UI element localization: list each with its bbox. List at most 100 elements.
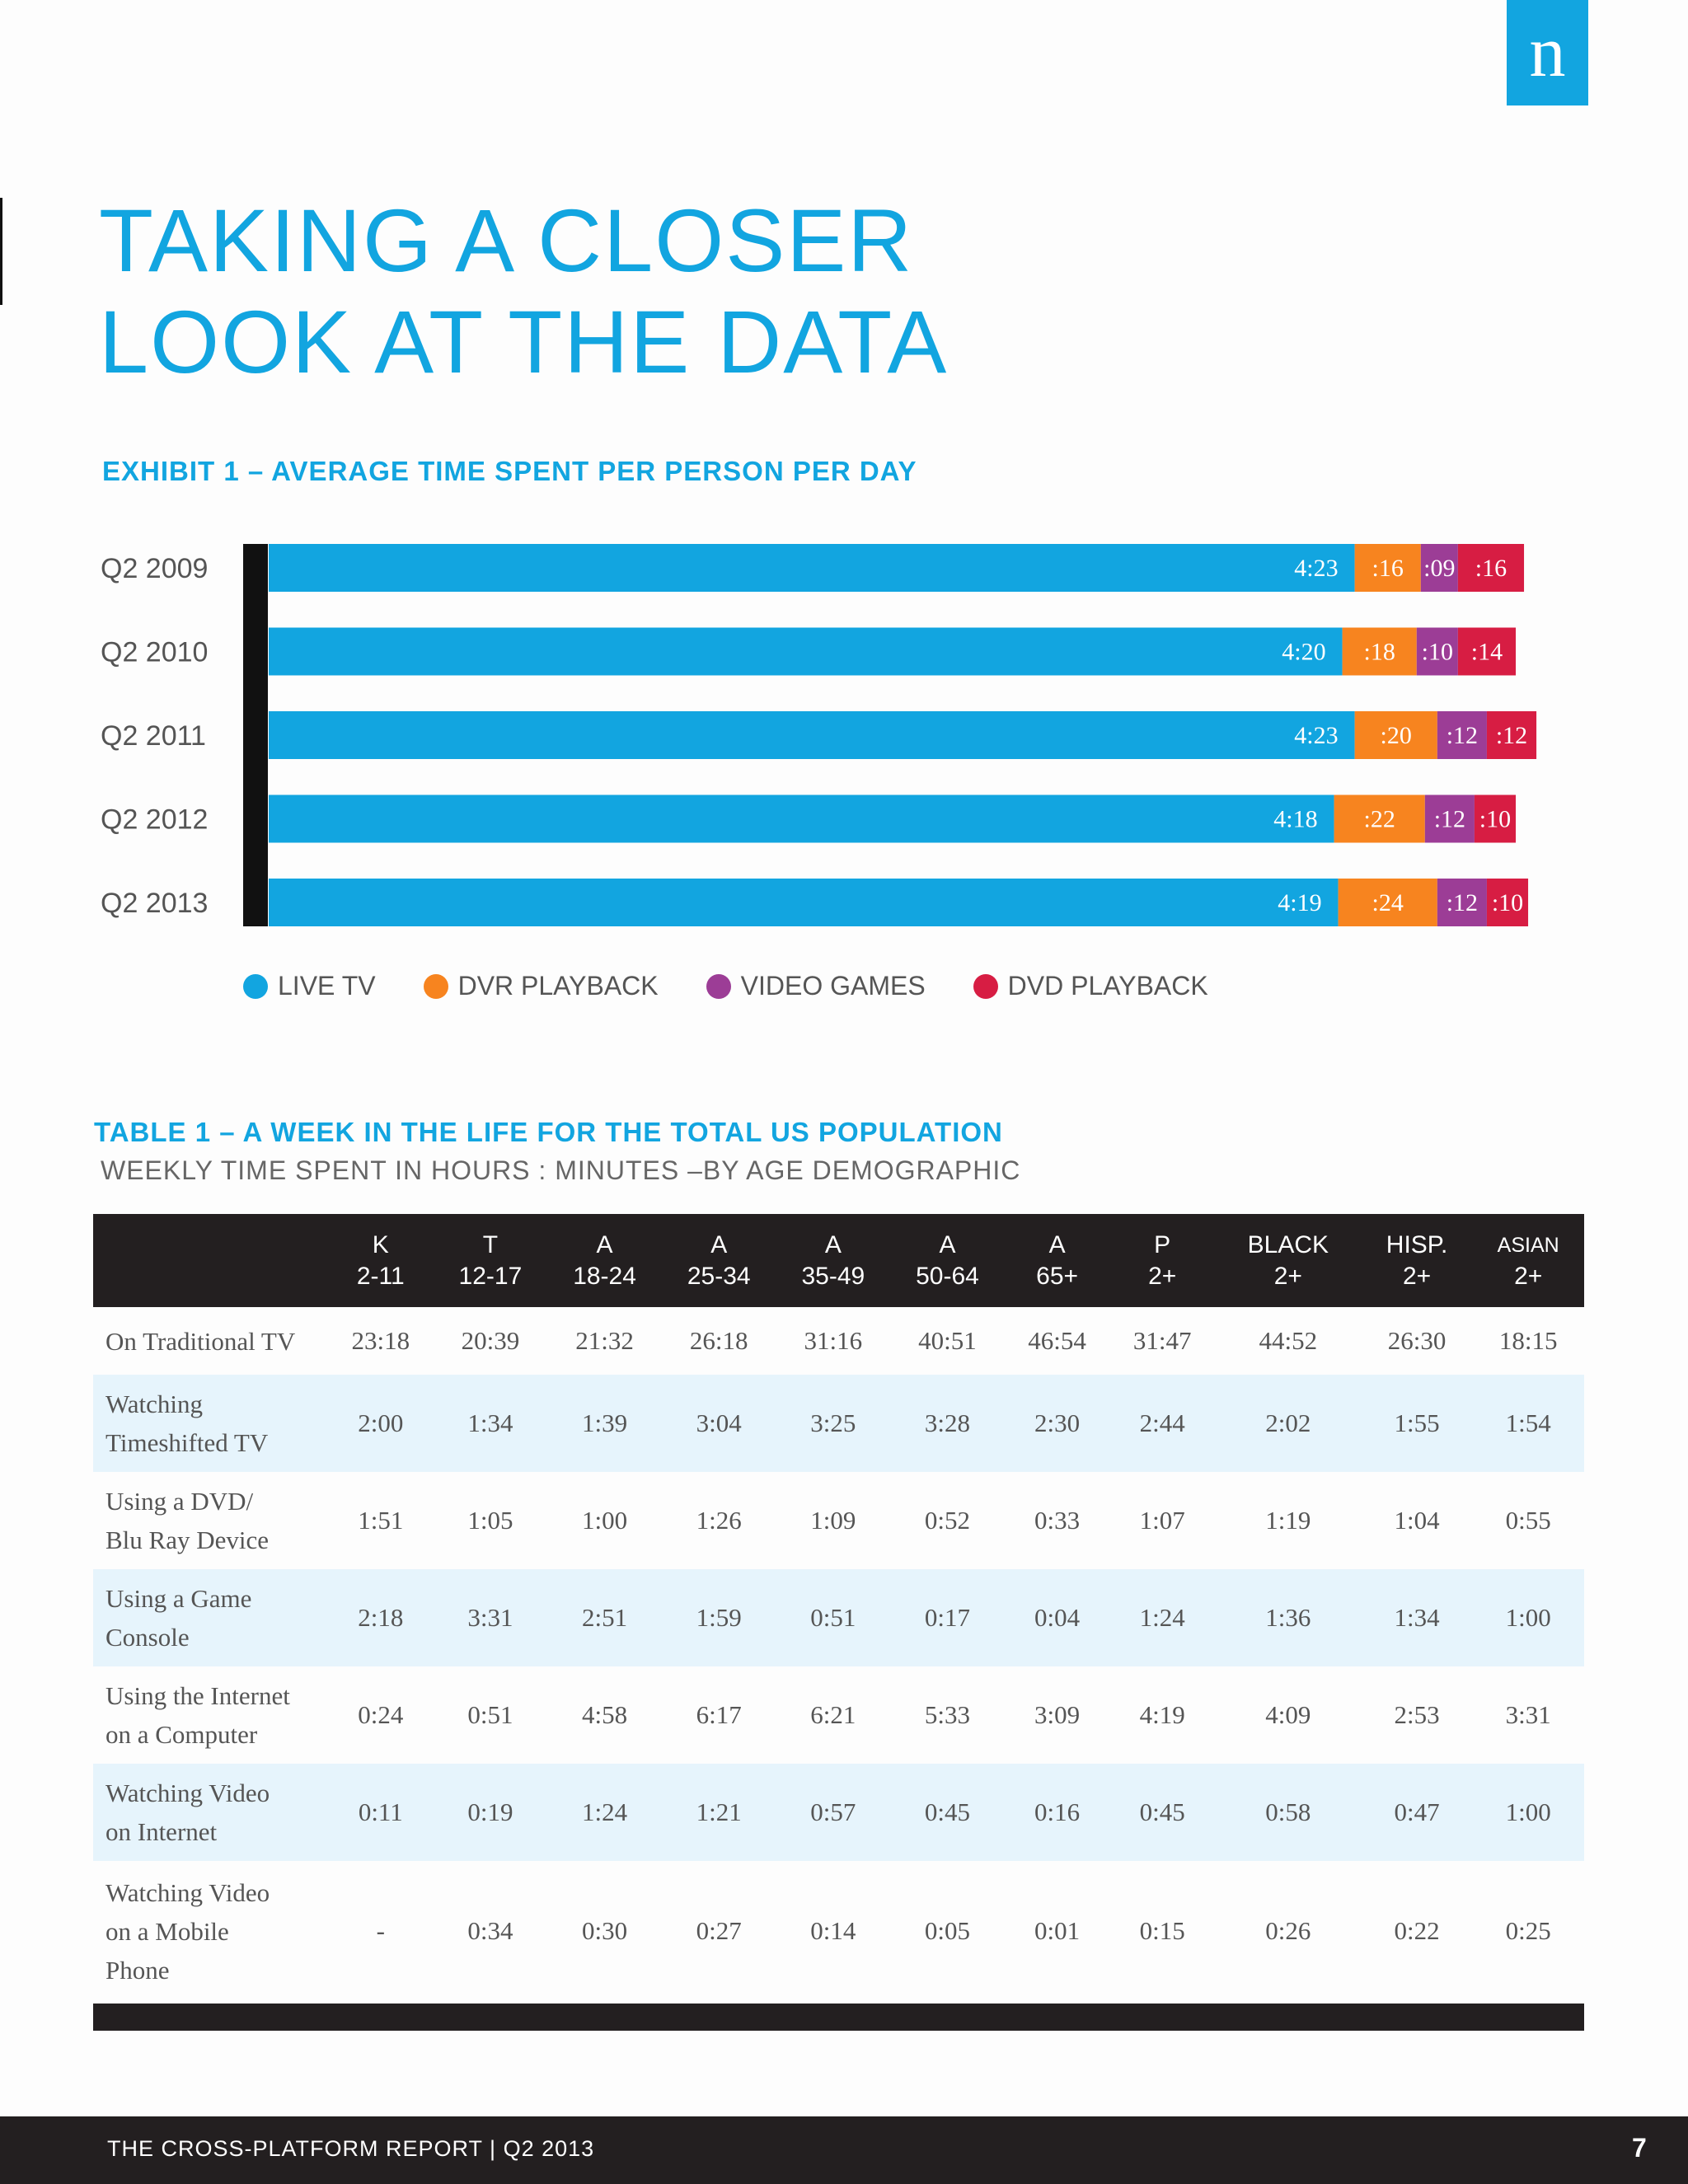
table-cell: 1:34 [1361, 1569, 1473, 1666]
table-cell: 3:28 [890, 1375, 1005, 1472]
bar-value-label: :18 [1364, 639, 1395, 666]
column-header-age: 50-64 [916, 1262, 979, 1290]
column-header: ASIAN 2+ [1472, 1214, 1584, 1307]
column-header: A 25-34 [661, 1214, 776, 1307]
table-cell: 0:11 [328, 1764, 434, 1861]
table-cell: 1:51 [358, 1506, 404, 1535]
column-header: A 65+ [1004, 1214, 1110, 1307]
column-header-group: A [824, 1230, 842, 1258]
column-header-age: 2-11 [356, 1262, 405, 1290]
legend-label: DVD PLAYBACK [1007, 971, 1208, 1001]
table-cell: 0:14 [810, 1916, 856, 1945]
row-label-line: Timeshifted TV [106, 1428, 269, 1457]
bar-segment [1474, 794, 1517, 843]
table-row: Watching Video on Internet 0:11 0:19 1:24 1:2… [93, 1764, 1584, 1861]
table-cell: 1:19 [1265, 1506, 1311, 1535]
bar-value-label: 4:18 [1273, 806, 1317, 833]
table-subtitle: WEEKLY TIME SPENT IN HOURS : MINUTES –BY… [101, 1155, 1021, 1185]
table-cell: 4:09 [1265, 1700, 1311, 1729]
legend-item: VIDEO GAMES [706, 971, 926, 1001]
row-label: Watching Video on Internet [93, 1764, 328, 1861]
table-cell: 1:21 [661, 1764, 776, 1861]
row-label-header [93, 1214, 328, 1307]
column-header-group: A [939, 1230, 956, 1258]
table-cell: 0:52 [924, 1506, 971, 1535]
table-cell: 2:44 [1109, 1375, 1215, 1472]
table-cell: 1:24 [1109, 1569, 1215, 1666]
row-label: On Traditional TV [93, 1307, 328, 1375]
bar-segment [1338, 879, 1437, 926]
category-label: Q2 2012 [101, 804, 208, 836]
legend-label: VIDEO GAMES [740, 971, 926, 1001]
table-cell: 26:30 [1387, 1326, 1447, 1355]
table-cell: 40:51 [918, 1326, 977, 1355]
margin-rule [0, 198, 2, 305]
bar-value-label: :20 [1381, 722, 1412, 749]
table-cell: 0:15 [1139, 1916, 1185, 1945]
table-header-row: K 2-11 T 12-17 A 18-24 A 25-34 A 35-49 A 50-64 A 65+ P… [93, 1214, 1584, 1307]
bar-value-label: :09 [1423, 555, 1455, 582]
row-label-line: Watching Video [106, 1877, 270, 1907]
table-title: TABLE 1 – A WEEK IN THE LIFE FOR THE TOT… [94, 1117, 1003, 1147]
table-cell: 0:58 [1214, 1764, 1362, 1861]
category-label: Q2 2010 [101, 637, 208, 668]
row-label-line: on Internet [106, 1817, 218, 1846]
table-cell: 1:39 [547, 1375, 662, 1472]
table-cell: 1:26 [696, 1506, 742, 1535]
bar-segment [1486, 711, 1537, 759]
table-cell: 6:21 [810, 1700, 856, 1729]
bar-segment [1486, 879, 1529, 926]
table-cell: 0:17 [890, 1569, 1005, 1666]
column-header-group: T [482, 1230, 499, 1258]
column-header-age: 12-17 [458, 1262, 523, 1290]
table-cell: 4:19 [1139, 1700, 1185, 1729]
chart-legend: LIVE TV DVR PLAYBACK VIDEO GAMES DVD PLAYBA… [243, 971, 1256, 1001]
table-cell: 0:33 [1034, 1506, 1081, 1535]
category-label: Q2 2011 [101, 720, 206, 752]
bar-segment [1457, 627, 1517, 676]
legend-item: DVD PLAYBACK [973, 971, 1208, 1001]
table-cell: 0:04 [1004, 1569, 1110, 1666]
column-header-group: K [372, 1230, 389, 1258]
table-cell: 0:30 [581, 1916, 628, 1945]
legend-swatch [973, 973, 998, 999]
column-header: BLACK 2+ [1214, 1214, 1362, 1307]
table-bottom-rule [93, 2004, 1584, 2031]
table-cell: 1:05 [467, 1506, 513, 1535]
page-footer: THE CROSS-PLATFORM REPORT | Q2 2013 7 [0, 2116, 1688, 2184]
table-cell: 31:47 [1132, 1326, 1192, 1355]
page-title: TAKING A CLOSER LOOK AT THE DATA [99, 190, 948, 392]
column-header-age: 2+ [1148, 1262, 1177, 1290]
bar-value-label: :14 [1471, 639, 1503, 666]
column-header-group: P [1154, 1230, 1171, 1258]
row-label-line: Blu Ray Device [106, 1526, 270, 1554]
table-cell: 1:34 [433, 1375, 548, 1472]
legend-item: LIVE TV [243, 971, 376, 1001]
table-cell: 46:54 [1028, 1326, 1086, 1355]
bar-value-label: 4:19 [1278, 889, 1321, 916]
row-label-line: Watching Video [106, 1779, 270, 1807]
table-cell: 0:01 [1034, 1916, 1081, 1945]
category-label: Q2 2009 [101, 553, 208, 584]
demographic-table: K 2-11 T 12-17 A 18-24 A 25-34 A 35-49 A 50-64 A 65+ P… [93, 1214, 1584, 2001]
bar-value-label: :12 [1447, 889, 1478, 916]
row-label: Using a Game Console [93, 1569, 328, 1666]
bar-segment [1457, 544, 1525, 592]
bar-segment [1437, 879, 1487, 926]
row-label-line: Console [106, 1623, 190, 1652]
page-number: 7 [1632, 2133, 1647, 2163]
row-label-line: On Traditional TV [106, 1326, 296, 1356]
table-cell: 2:30 [1004, 1375, 1110, 1472]
page-title-line-1: TAKING A CLOSER [99, 190, 914, 290]
row-label-line: Using the Internet [106, 1681, 290, 1710]
bar-value-label: :10 [1492, 889, 1523, 916]
table-cell: 1:55 [1361, 1375, 1473, 1472]
table-cell: 0:34 [467, 1916, 513, 1945]
bar-value-label: :22 [1364, 806, 1395, 833]
table-cell: 31:16 [804, 1326, 863, 1355]
table-cell: 1:54 [1472, 1375, 1584, 1472]
table-row: Using a DVD/Blu Ray Device 1:51 1:05 1:00 1:… [93, 1472, 1584, 1569]
column-header-age: 2+ [1514, 1262, 1543, 1290]
bar-value-label: :10 [1422, 639, 1453, 666]
row-label: Watching Video on a Mobile Phone [93, 1861, 328, 2001]
